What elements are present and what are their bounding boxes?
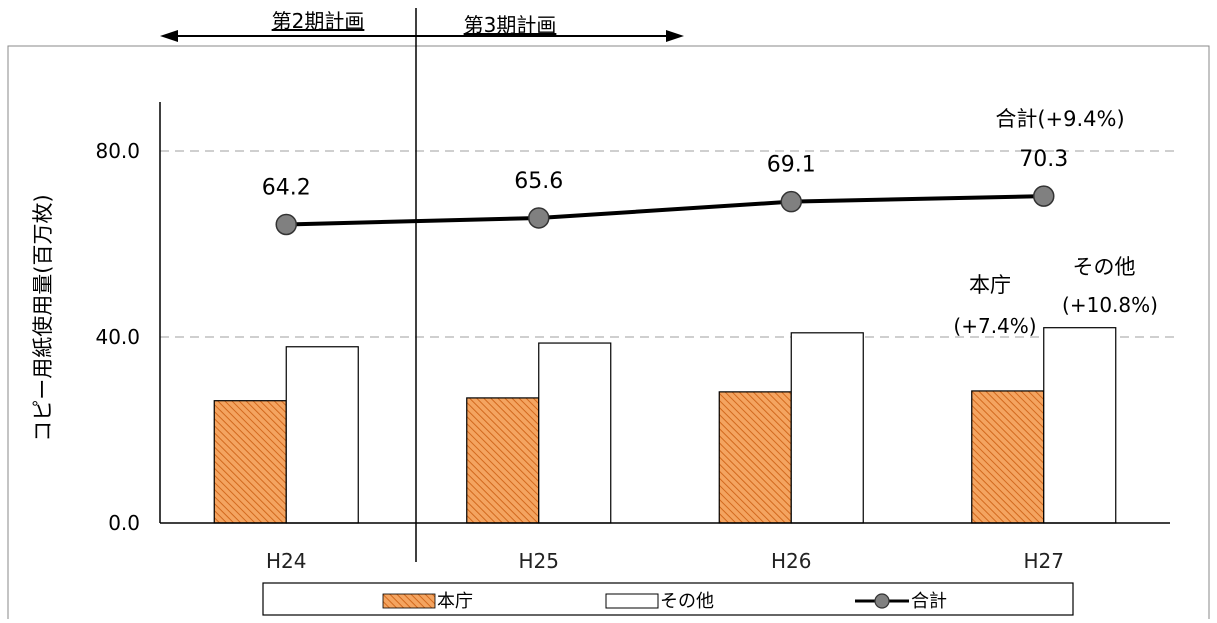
line-layer: 64.2 65.6 69.1 70.3 (262, 147, 1068, 236)
legend-total-marker (874, 593, 890, 609)
x-tick-label: H24 (266, 549, 307, 573)
bar-sonota (1043, 327, 1117, 524)
x-tick-label: H26 (771, 549, 812, 573)
total-marker (528, 207, 550, 229)
bar-honcho (466, 397, 540, 524)
sonota-annotation: その他 (1073, 255, 1136, 279)
honcho-pct-annotation: (+7.4%) (953, 314, 1036, 338)
grid-layer (160, 150, 1178, 338)
legend-honcho-label: 本庁 (437, 591, 473, 612)
legend-sonota-label: その他 (660, 591, 714, 612)
bar-sonota (790, 332, 864, 524)
y-tick-label: 80.0 (95, 139, 140, 163)
bar-honcho (213, 400, 287, 524)
chart-frame (7, 45, 1210, 623)
sonota-pct-annotation: (+10.8%) (1062, 293, 1158, 317)
bar-sonota (285, 346, 359, 524)
period-arrow-right-head (666, 30, 684, 42)
legend: 本庁 その他 合計 (262, 582, 1074, 616)
total-data-label: 69.1 (767, 153, 816, 178)
total-marker (1033, 185, 1055, 207)
bar-sonota (538, 342, 612, 524)
total-line (286, 194, 1044, 227)
total-data-label: 70.3 (1019, 147, 1068, 172)
bar-layer (213, 327, 1117, 524)
bar-honcho (718, 391, 792, 524)
y-axis-label: コピー用紙使用量(百万枚) (31, 194, 55, 441)
total-marker (275, 213, 297, 236)
total-data-label: 65.6 (514, 169, 563, 194)
honcho-annotation: 本庁 (969, 273, 1011, 297)
x-tick-label: H25 (519, 549, 560, 573)
legend-total-label: 合計 (911, 591, 947, 612)
tick-layer: 0.0 40.0 80.0 H24 H25 H26 H27 (95, 139, 1064, 573)
period-label-3: 第3期計画 (464, 13, 557, 37)
period-arrow-left-head (160, 30, 178, 42)
legend-honcho-swatch (382, 593, 436, 609)
y-tick-label: 0.0 (108, 511, 140, 535)
period-label-2: 第2期計画 (272, 9, 365, 33)
total-annotation: 合計(+9.4%) (995, 107, 1124, 131)
y-tick-label: 40.0 (95, 325, 140, 349)
total-data-label: 64.2 (262, 175, 311, 200)
total-marker (780, 190, 802, 213)
x-tick-label: H27 (1024, 549, 1065, 573)
legend-sonota-swatch (605, 593, 659, 609)
bar-honcho (971, 390, 1045, 524)
legend-box (262, 582, 1074, 616)
